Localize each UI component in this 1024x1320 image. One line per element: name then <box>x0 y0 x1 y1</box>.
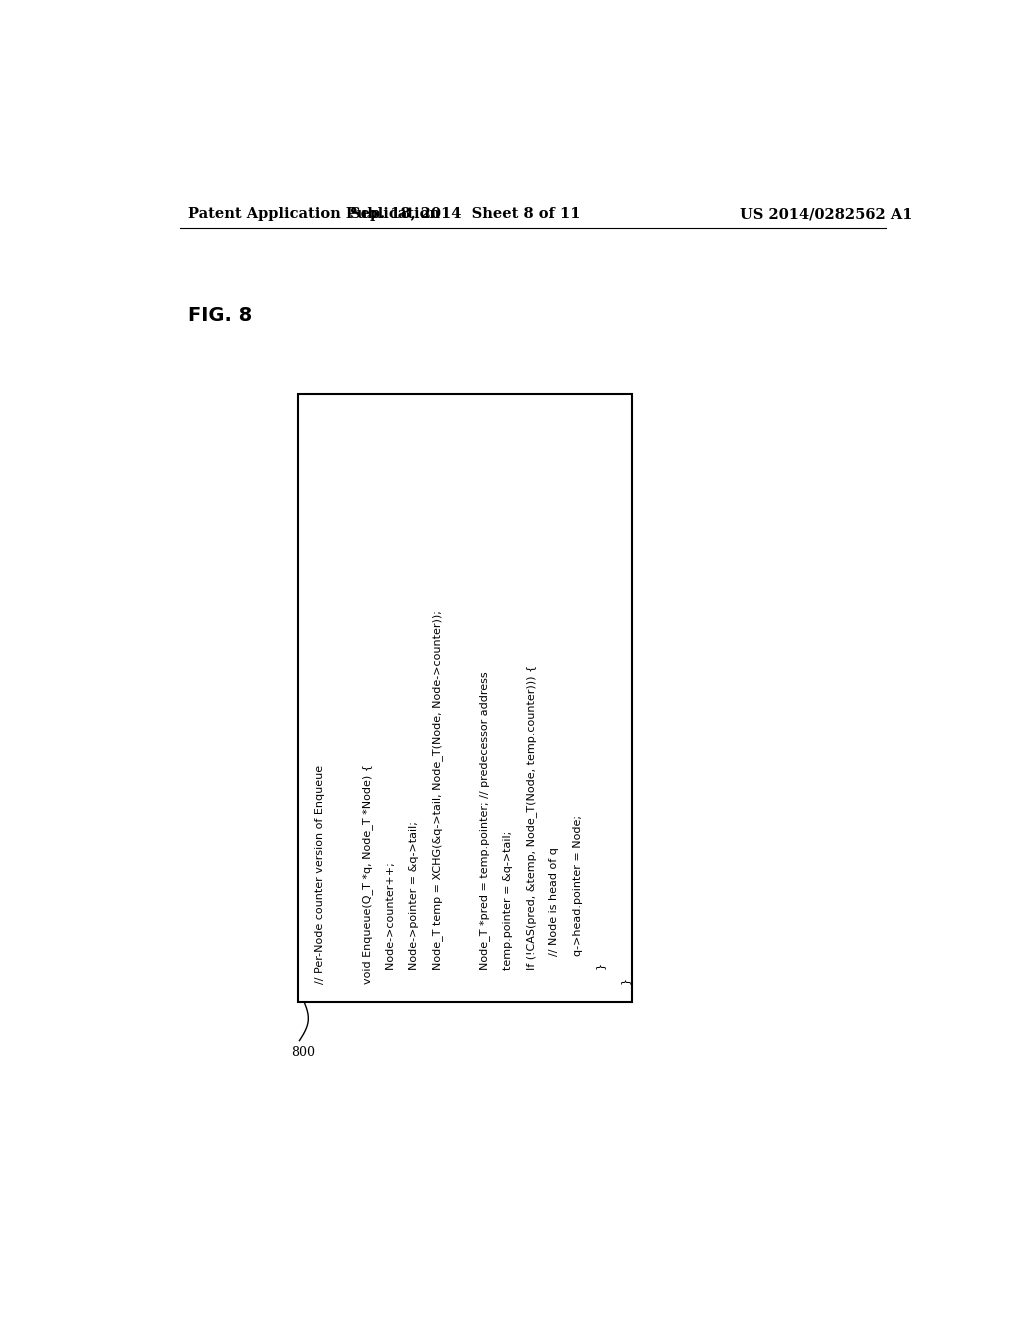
Text: }: } <box>596 962 606 983</box>
Text: Node->counter++;: Node->counter++; <box>385 862 395 983</box>
Text: temp.pointer = &q->tail;: temp.pointer = &q->tail; <box>503 830 513 983</box>
Text: 800: 800 <box>292 1045 315 1059</box>
Text: FIG. 8: FIG. 8 <box>187 306 252 325</box>
Text: US 2014/0282562 A1: US 2014/0282562 A1 <box>740 207 912 222</box>
Text: Sep. 18, 2014  Sheet 8 of 11: Sep. 18, 2014 Sheet 8 of 11 <box>350 207 581 222</box>
Text: // Per-Node counter version of Enqueue: // Per-Node counter version of Enqueue <box>315 764 326 983</box>
Text: void Enqueue(Q_T *q, Node_T *Node) {: void Enqueue(Q_T *q, Node_T *Node) { <box>362 764 373 983</box>
Text: Patent Application Publication: Patent Application Publication <box>187 207 439 222</box>
Text: // Node is head of q: // Node is head of q <box>550 847 559 983</box>
Text: Node_T temp = XCHG(&q->tail, Node_T(Node, Node->counter));: Node_T temp = XCHG(&q->tail, Node_T(Node… <box>432 610 443 983</box>
Text: q->head.pointer = Node;: q->head.pointer = Node; <box>572 814 583 983</box>
Bar <box>298 395 632 1002</box>
Text: Node->pointer = &q->tail;: Node->pointer = &q->tail; <box>409 821 419 983</box>
Text: }: } <box>620 977 630 983</box>
Text: If (!CAS(pred, &temp, Node_T(Node, temp.counter))) {: If (!CAS(pred, &temp, Node_T(Node, temp.… <box>526 664 537 983</box>
Text: Node_T *pred = temp.pointer; // predecessor address: Node_T *pred = temp.pointer; // predeces… <box>479 671 490 983</box>
